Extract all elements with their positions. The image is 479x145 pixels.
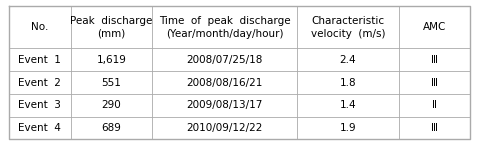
Text: Characteristic
velocity  (m/s): Characteristic velocity (m/s) <box>311 16 385 39</box>
Text: Event  1: Event 1 <box>18 55 61 65</box>
Text: Ⅲ: Ⅲ <box>431 78 438 87</box>
Text: 2009/08/13/17: 2009/08/13/17 <box>186 100 262 110</box>
Text: 2.4: 2.4 <box>340 55 356 65</box>
Text: 2010/09/12/22: 2010/09/12/22 <box>186 123 262 133</box>
Text: 689: 689 <box>102 123 121 133</box>
Text: AMC: AMC <box>423 22 446 32</box>
Text: Ⅱ: Ⅱ <box>432 100 437 110</box>
Text: 2008/07/25/18: 2008/07/25/18 <box>186 55 262 65</box>
Text: 1.4: 1.4 <box>340 100 356 110</box>
Text: 1.9: 1.9 <box>340 123 356 133</box>
Text: Event  3: Event 3 <box>18 100 61 110</box>
Text: 551: 551 <box>102 78 121 87</box>
Text: 1.8: 1.8 <box>340 78 356 87</box>
Text: Event  4: Event 4 <box>18 123 61 133</box>
Text: 2008/08/16/21: 2008/08/16/21 <box>186 78 262 87</box>
Text: No.: No. <box>31 22 48 32</box>
Text: Peak  discharge
(mm): Peak discharge (mm) <box>70 16 152 39</box>
Text: Time  of  peak  discharge
(Year/month/day/hour): Time of peak discharge (Year/month/day/h… <box>159 16 290 39</box>
Text: Event  2: Event 2 <box>18 78 61 87</box>
Text: 1,619: 1,619 <box>96 55 126 65</box>
Text: 290: 290 <box>102 100 121 110</box>
Text: Ⅲ: Ⅲ <box>431 55 438 65</box>
Text: Ⅲ: Ⅲ <box>431 123 438 133</box>
